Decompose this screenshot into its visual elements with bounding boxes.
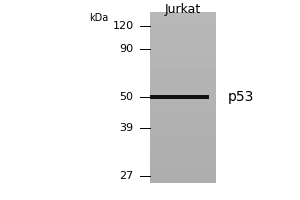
Text: p53: p53 [227, 90, 254, 104]
Bar [150, 95, 209, 99]
Text: 50: 50 [120, 92, 134, 102]
Text: 27: 27 [119, 171, 134, 181]
Text: 120: 120 [112, 21, 134, 31]
Text: 90: 90 [119, 44, 134, 54]
Text: 39: 39 [119, 123, 134, 133]
Text: Jurkat: Jurkat [165, 3, 201, 16]
Text: kDa: kDa [89, 13, 108, 23]
